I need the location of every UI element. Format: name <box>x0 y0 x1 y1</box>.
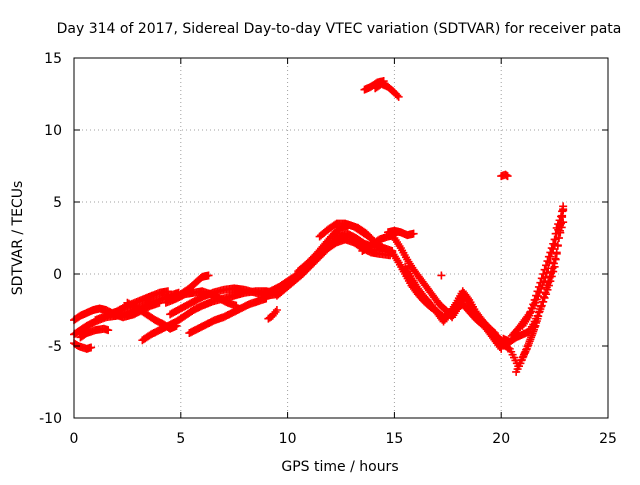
grid <box>74 58 608 418</box>
data-point <box>544 252 553 261</box>
data-point <box>104 326 113 335</box>
series-track-23 <box>360 77 388 94</box>
data-points <box>70 77 568 376</box>
series-track-25 <box>437 271 446 280</box>
data-point <box>532 291 541 300</box>
data-point <box>539 293 548 302</box>
data-point <box>538 297 547 306</box>
data-point <box>539 270 548 278</box>
data-point <box>557 212 566 221</box>
data-point <box>262 294 271 303</box>
data-point <box>379 77 388 86</box>
data-point <box>533 287 542 296</box>
series-track-16 <box>315 219 375 242</box>
x-tick-label: 0 <box>70 431 79 447</box>
data-point <box>532 318 541 327</box>
data-point <box>551 254 560 263</box>
data-point <box>559 218 568 227</box>
data-point <box>546 248 555 257</box>
series-track-1 <box>70 339 96 353</box>
y-tick-label: -10 <box>39 411 62 427</box>
data-point <box>272 306 281 314</box>
data-point <box>537 274 546 283</box>
series-track-30 <box>512 314 542 376</box>
series-track-4 <box>76 324 113 342</box>
data-point <box>541 288 550 297</box>
data-point <box>155 298 164 307</box>
data-point <box>232 301 241 310</box>
series-track-18 <box>383 226 418 240</box>
x-tick-label: 20 <box>492 431 510 447</box>
series-track-28 <box>518 202 568 330</box>
series-track-8 <box>166 284 281 319</box>
data-point <box>529 300 538 309</box>
data-point <box>549 239 558 248</box>
x-tick-label: 10 <box>279 431 297 447</box>
data-point <box>163 287 172 296</box>
data-point <box>529 327 538 336</box>
data-point <box>542 283 551 292</box>
y-tick-label: 0 <box>53 267 62 283</box>
data-point <box>548 264 557 273</box>
data-point <box>503 172 512 181</box>
data-point <box>409 229 418 238</box>
y-tick-label: -5 <box>48 339 62 355</box>
data-point <box>551 229 560 238</box>
data-point <box>489 327 498 336</box>
data-point <box>556 228 565 237</box>
data-point <box>366 234 375 242</box>
data-point <box>558 207 567 216</box>
series-track-12 <box>264 306 281 323</box>
series-track-22 <box>371 79 403 101</box>
series-track-20 <box>390 234 506 353</box>
data-point <box>394 92 403 101</box>
data-point <box>545 273 554 282</box>
data-point <box>557 223 566 232</box>
y-tick-label: 10 <box>44 123 62 139</box>
data-point <box>530 295 539 304</box>
data-point <box>204 271 213 280</box>
x-tick-label: 15 <box>385 431 403 447</box>
x-axis-label: GPS time / hours <box>281 459 398 475</box>
data-point <box>437 271 446 280</box>
data-point <box>559 202 568 211</box>
data-point <box>540 265 549 274</box>
data-point <box>534 282 543 291</box>
chart-title: Day 314 of 2017, Sidereal Day-to-day VTE… <box>57 21 622 37</box>
data-point <box>549 259 558 268</box>
data-point <box>550 235 559 244</box>
data-point <box>535 307 544 316</box>
series-track-10 <box>185 294 271 338</box>
series-track-21 <box>401 262 499 338</box>
data-point <box>490 329 499 338</box>
data-point <box>552 249 561 258</box>
data-point <box>533 314 542 323</box>
x-tick-label: 25 <box>599 431 617 447</box>
series-track-24 <box>497 170 512 181</box>
data-point <box>87 343 96 352</box>
x-tick-label: 5 <box>176 431 185 447</box>
axis-ticks: 0 5 10 15 20 25 -10 -5 0 5 10 15 <box>39 51 617 447</box>
data-point <box>536 278 545 287</box>
data-point <box>553 241 562 250</box>
data-point <box>537 302 546 311</box>
data-point <box>542 261 551 270</box>
y-tick-label: 5 <box>53 195 62 211</box>
data-point <box>554 234 563 242</box>
data-point <box>547 244 556 253</box>
y-tick-label: 15 <box>44 51 62 67</box>
data-point <box>543 257 552 266</box>
data-point <box>544 278 553 287</box>
y-axis-label: SDTVAR / TECUs <box>10 181 26 296</box>
data-point <box>530 323 539 332</box>
plot-frame <box>73 57 609 419</box>
data-point <box>547 269 556 278</box>
series-track-11 <box>161 287 241 310</box>
